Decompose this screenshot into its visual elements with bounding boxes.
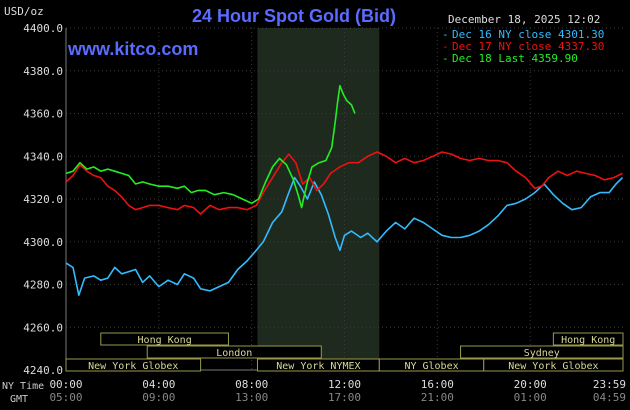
session-bar bbox=[460, 345, 624, 359]
y-axis-ticks: 4400.0 4380.0 4360.0 4340.0 4320.0 4300.0 4280… bbox=[23, 22, 63, 377]
session-label: New York NYMEX bbox=[276, 361, 360, 372]
session-label: Hong Kong bbox=[561, 335, 615, 346]
x-tick-label-gmt: 21:00 bbox=[421, 391, 454, 404]
series-line-2 bbox=[65, 151, 623, 215]
y-tick-label: 4260.0 bbox=[23, 321, 63, 334]
session-bar bbox=[552, 332, 624, 346]
x-tick-label-gmt: 17:00 bbox=[328, 391, 361, 404]
session-bar bbox=[65, 358, 202, 372]
y-tick-label: 4380.0 bbox=[23, 65, 63, 78]
session-label: Sydney bbox=[524, 348, 560, 359]
y-tick-label: 4280.0 bbox=[23, 279, 63, 292]
y-tick-label: 4360.0 bbox=[23, 108, 63, 121]
x-tick-label-ny: 12:00 bbox=[328, 378, 361, 391]
units-label: USD/oz bbox=[4, 5, 44, 18]
series-line-1 bbox=[65, 176, 624, 296]
legend-dec17: Dec 17 NY close 4337.30 bbox=[452, 40, 604, 53]
price-series bbox=[65, 84, 624, 296]
chart-title: 24 Hour Spot Gold (Bid) bbox=[192, 6, 396, 26]
x-axis-ticks: 00:00 04:00 08:00 12:00 16:00 20:00 23:59 05:00… bbox=[49, 378, 626, 404]
session-bars: Hong Kong Hong Kong London Sydney New York G… bbox=[65, 332, 624, 372]
y-tick-label: 4300.0 bbox=[23, 236, 63, 249]
y-tick-label: 4320.0 bbox=[23, 193, 63, 206]
x-tick-label-ny: 23:59 bbox=[593, 378, 626, 391]
x-tick-label-gmt: 05:00 bbox=[49, 391, 82, 404]
ny-time-label: NY Time bbox=[2, 381, 44, 392]
legend-dash-3: - bbox=[442, 52, 449, 65]
session-bar bbox=[100, 332, 229, 346]
legend-dec16: Dec 16 NY close 4301.30 bbox=[452, 28, 604, 41]
date-label: December 18, 2025 12:02 bbox=[448, 13, 600, 26]
legend-dash-2: - bbox=[442, 40, 449, 53]
website-label[interactable]: www.kitco.com bbox=[67, 39, 198, 59]
x-tick-label-gmt: 13:00 bbox=[235, 391, 268, 404]
legend-dec18: Dec 18 Last 4359.90 bbox=[452, 52, 578, 65]
y-tick-label: 4340.0 bbox=[23, 150, 63, 163]
session-label: Hong Kong bbox=[138, 335, 192, 346]
legend-dash-1: - bbox=[442, 28, 449, 41]
x-tick-label-gmt: 09:00 bbox=[142, 391, 175, 404]
x-tick-label-gmt: 01:00 bbox=[514, 391, 547, 404]
session-label: New York Globex bbox=[508, 361, 598, 372]
series-line-3 bbox=[65, 84, 356, 209]
y-tick-label: 4240.0 bbox=[23, 364, 63, 377]
x-tick-label-ny: 00:00 bbox=[49, 378, 82, 391]
gmt-label: GMT bbox=[10, 394, 28, 405]
session-label: London bbox=[216, 348, 252, 359]
y-tick-label: 4400.0 bbox=[23, 22, 63, 35]
x-tick-label-ny: 20:00 bbox=[514, 378, 547, 391]
x-tick-label-ny: 04:00 bbox=[142, 378, 175, 391]
x-tick-label-ny: 16:00 bbox=[421, 378, 454, 391]
session-label: NY Globex bbox=[404, 361, 458, 372]
x-tick-label-gmt: 04:59 bbox=[593, 391, 626, 404]
legend: Dec 16 NY close 4301.30 Dec 17 NY close … bbox=[442, 28, 604, 65]
session-bar bbox=[146, 345, 322, 359]
session-label: New York Globex bbox=[88, 361, 178, 372]
x-tick-label-ny: 08:00 bbox=[235, 378, 268, 391]
session-bar bbox=[483, 358, 624, 372]
